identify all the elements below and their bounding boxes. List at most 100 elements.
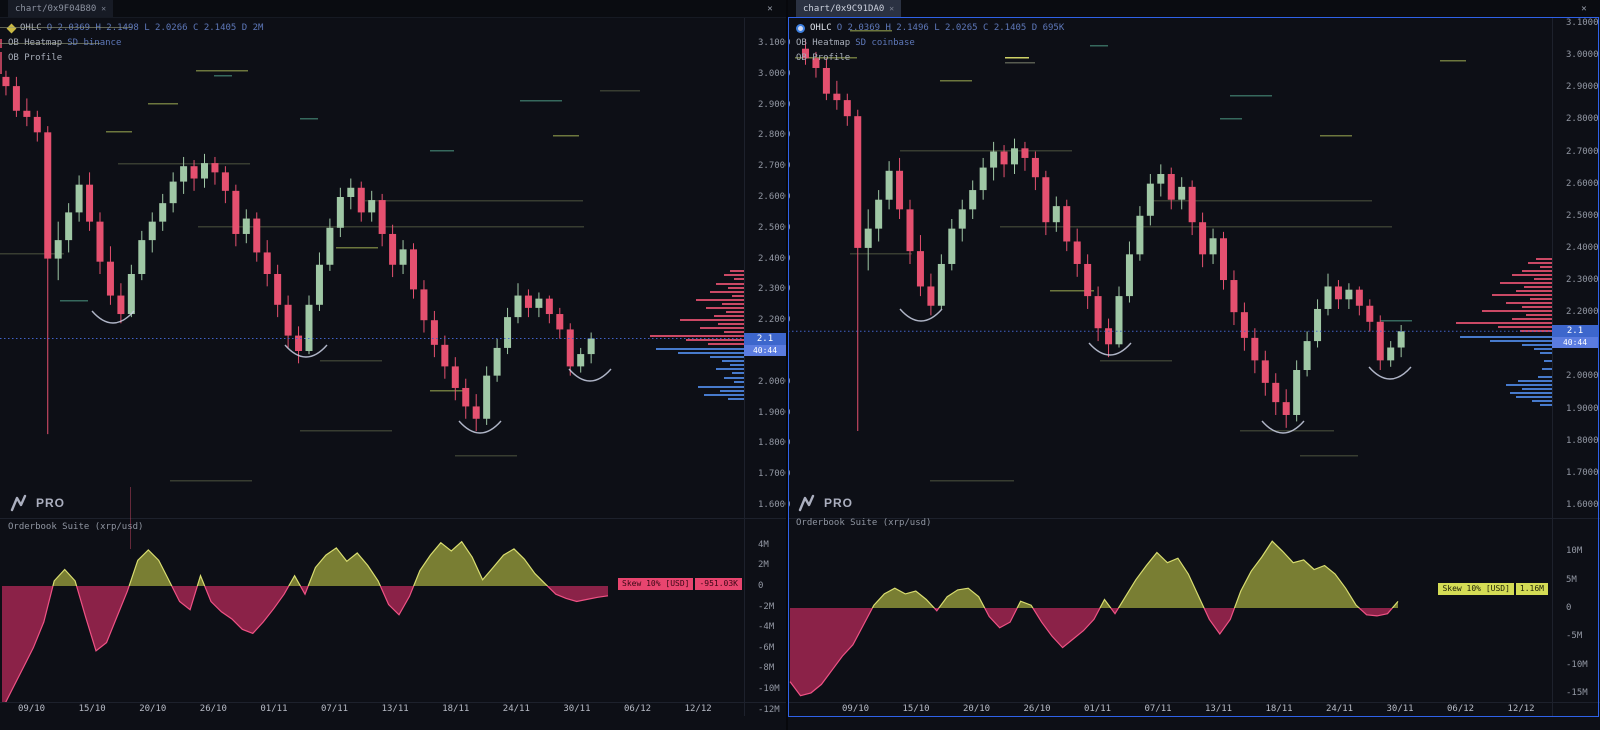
price-tick-label[interactable]: 1.6000 (758, 500, 791, 510)
price-tick-label[interactable]: 1.6000 (1566, 499, 1599, 510)
indicator-tick-label[interactable]: 10M (1566, 546, 1583, 557)
time-tick-label[interactable]: 13/11 (1205, 704, 1233, 714)
tab-chart-right[interactable]: chart/0x9C91DA0 ✕ (796, 0, 902, 17)
price-tick-label[interactable]: 2.6000 (1566, 178, 1599, 189)
time-tick-label[interactable]: 09/10 (842, 704, 870, 714)
arc-drawing[interactable] (91, 310, 135, 324)
price-tick-label[interactable]: 2.8000 (1566, 114, 1599, 125)
indicator-tick-label[interactable]: -10M (758, 684, 780, 694)
price-tick-label[interactable]: 2.3000 (758, 284, 791, 295)
indicator-tick-label[interactable]: -6M (758, 642, 775, 653)
time-tick-label[interactable]: 18/11 (442, 704, 470, 714)
time-tick-label[interactable]: 24/11 (502, 704, 530, 714)
price-tick-label[interactable]: 2.5000 (758, 222, 791, 233)
price-tick-label[interactable]: 2.7000 (758, 161, 791, 172)
indicator-tick-label[interactable]: 5M (1566, 574, 1577, 585)
price-tick-label[interactable]: 2.0000 (1566, 371, 1599, 382)
legend-profile-row[interactable]: OB Profile (8, 51, 263, 66)
price-tick-label[interactable]: 1.7000 (1566, 467, 1599, 478)
time-tick-label[interactable]: 20/10 (139, 704, 167, 714)
time-tick-label[interactable]: 06/12 (1447, 704, 1475, 714)
time-tick-label[interactable]: 07/11 (321, 704, 349, 714)
arc-drawing[interactable] (899, 308, 943, 322)
time-tick-label[interactable]: 26/10 (199, 704, 227, 714)
arc-drawing[interactable] (1261, 420, 1305, 434)
indicator-title[interactable]: Orderbook Suite (xrp/usd) (796, 518, 932, 528)
price-tick-label[interactable]: 2.5000 (1566, 210, 1599, 221)
indicator-tick-label[interactable]: -2M (758, 601, 775, 612)
time-tick-label[interactable]: 30/11 (1386, 704, 1414, 714)
legend-heatmap-row[interactable]: OB Heatmap SD coinbase (796, 36, 1064, 51)
time-tick-label[interactable]: 12/12 (1507, 704, 1535, 714)
time-tick-label[interactable]: 26/10 (1023, 704, 1051, 714)
indicator-tick-label[interactable]: -12M (758, 704, 780, 715)
panel-divider[interactable] (786, 0, 788, 730)
price-tick-label[interactable]: 3.0000 (1566, 50, 1599, 61)
time-tick-label[interactable]: 09/10 (18, 704, 46, 714)
time-tick-label[interactable]: 13/11 (381, 704, 409, 714)
indicator-tick-label[interactable]: 2M (758, 560, 769, 571)
price-tick-label[interactable]: 1.7000 (758, 469, 791, 480)
price-tick-label[interactable]: 2.6000 (758, 192, 791, 202)
indicator-tick-label[interactable]: 4M (758, 539, 769, 550)
legend-ohlc-row[interactable]: OHLC O 2.0369 H 2.1498 L 2.0266 C 2.1405… (6, 21, 263, 36)
indicator-tick-label[interactable]: 0 (758, 581, 764, 591)
price-tick-label[interactable]: 2.2000 (1566, 307, 1599, 318)
legend-ohlc-row[interactable]: OHLC O 2.0369 H 2.1496 L 2.0265 C 2.1405… (796, 21, 1064, 36)
arc-drawing[interactable] (284, 344, 328, 358)
price-tick-label[interactable]: 2.4000 (758, 253, 791, 264)
time-tick-label[interactable]: 24/11 (1326, 704, 1354, 714)
indicator-tick-label[interactable]: -4M (758, 622, 775, 633)
price-tick-label[interactable]: 1.9000 (1566, 403, 1599, 414)
indicator-tick-label[interactable]: -10M (1566, 659, 1588, 670)
heatmap-params: SD coinbase (855, 38, 915, 48)
time-tick-label[interactable]: 01/11 (1084, 704, 1112, 714)
time-tick-label[interactable]: 12/12 (684, 704, 712, 714)
price-tick-label[interactable]: 2.9000 (758, 99, 791, 110)
time-tick-label[interactable]: 18/11 (1265, 704, 1293, 714)
arc-drawing[interactable] (1368, 366, 1412, 380)
time-tick-label[interactable]: 20/10 (963, 704, 991, 714)
candle (1366, 305, 1374, 322)
price-tick-label[interactable]: 3.1000 (1566, 18, 1599, 28)
tab-chart-left[interactable]: chart/0x9F04B80 ✕ (8, 0, 114, 17)
arc-drawing[interactable] (1088, 342, 1132, 356)
indicator-tick-label[interactable]: -15M (1566, 687, 1588, 698)
time-tick-label[interactable]: 01/11 (260, 704, 288, 714)
tab-close-icon[interactable]: ✕ (101, 4, 107, 13)
price-tick-label[interactable]: 2.0000 (758, 376, 791, 387)
price-tick-label[interactable]: 1.9000 (758, 407, 791, 418)
time-tick-label[interactable]: 15/10 (902, 704, 930, 714)
time-tick-label[interactable]: 07/11 (1144, 704, 1172, 714)
price-tick-label[interactable]: 2.9000 (1566, 82, 1599, 93)
arc-drawing[interactable] (458, 420, 502, 434)
arc-drawing[interactable] (568, 368, 612, 382)
candle (524, 295, 532, 308)
tab-close-icon[interactable]: ✕ (889, 4, 895, 13)
candle (451, 366, 459, 388)
time-tick-label[interactable]: 06/12 (624, 704, 652, 714)
price-tick-label[interactable]: 2.2000 (758, 315, 791, 326)
price-tick-label[interactable]: 3.1000 (758, 38, 791, 48)
time-tick-label[interactable]: 15/10 (78, 704, 106, 714)
indicator-tick-label[interactable]: -5M (1566, 631, 1583, 642)
indicator-title[interactable]: Orderbook Suite (xrp/usd) (8, 522, 144, 532)
price-tick-label[interactable]: 2.4000 (1566, 242, 1599, 253)
time-tick-label[interactable]: 30/11 (563, 704, 591, 714)
price-tick-label[interactable]: 2.8000 (758, 130, 791, 141)
skew-badge-value: -951.03K (695, 578, 742, 590)
panel-close-icon[interactable]: ✕ (767, 4, 773, 14)
profile-bid-bar (1544, 360, 1552, 362)
price-tick-label[interactable]: 1.8000 (1566, 435, 1599, 446)
indicator-tick-label[interactable]: -8M (758, 663, 775, 674)
panel-close-icon[interactable]: ✕ (1581, 4, 1587, 14)
price-tick-label[interactable]: 1.8000 (758, 438, 791, 449)
legend-heatmap-row[interactable]: OB Heatmap SD binance (8, 36, 263, 51)
legend-profile-row[interactable]: OB Profile (796, 51, 1064, 66)
price-tick-label[interactable]: 2.3000 (1566, 275, 1599, 286)
price-tick-label[interactable]: 2.7000 (1566, 146, 1599, 157)
indicator-tick-label[interactable]: 0 (1566, 603, 1572, 613)
profile-ask-bar (1512, 274, 1552, 276)
price-tick-label[interactable]: 3.0000 (758, 68, 791, 79)
